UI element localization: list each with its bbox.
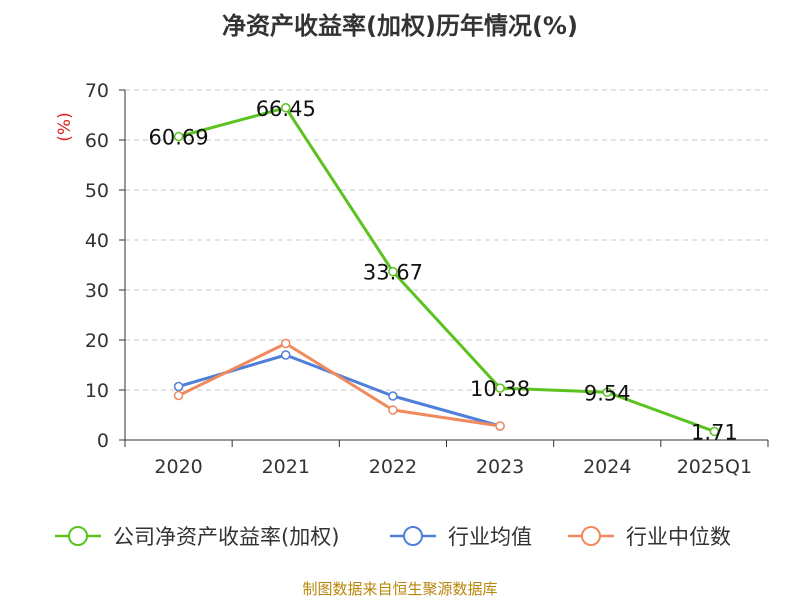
legend-label: 公司净资产收益率(加权) bbox=[113, 525, 339, 549]
data-point bbox=[388, 266, 398, 277]
data-label: 66.45 bbox=[256, 97, 316, 121]
tick-labels: 0 10 20 30 40 50 60 70 2020 2021 2022 2023 2024 2025Q… bbox=[85, 80, 752, 478]
source-footer: 制图数据来自恒生聚源数据库 bbox=[302, 580, 498, 598]
y-tick-label: 50 bbox=[85, 180, 109, 202]
data-label: 1.71 bbox=[691, 420, 738, 444]
data-point bbox=[281, 103, 291, 113]
data-point bbox=[495, 383, 505, 393]
data-point bbox=[495, 421, 505, 431]
data-label: 33.67 bbox=[363, 261, 423, 285]
data-point bbox=[388, 391, 398, 401]
legend-marker bbox=[581, 526, 601, 546]
x-tick-label: 2025Q1 bbox=[677, 456, 752, 478]
data-point bbox=[173, 390, 184, 401]
y-tick-label: 10 bbox=[85, 380, 109, 402]
data-point bbox=[173, 381, 184, 392]
legend-marker bbox=[403, 526, 423, 546]
data-label: 60.69 bbox=[149, 126, 209, 150]
series-line-0 bbox=[178, 106, 715, 433]
y-tick-label: 0 bbox=[97, 430, 109, 452]
data-point bbox=[388, 405, 398, 415]
y-tick-label: 70 bbox=[85, 80, 109, 102]
y-tick-label: 40 bbox=[85, 230, 109, 252]
legend-marker bbox=[68, 526, 88, 546]
y-axis-label: (%) bbox=[55, 112, 75, 141]
y-tick-label: 20 bbox=[85, 330, 109, 352]
series-lines bbox=[173, 103, 720, 437]
legend: 公司净资产收益率(加权) 行业均值 行业中位数 bbox=[55, 525, 731, 549]
x-tick-label: 2021 bbox=[262, 456, 310, 478]
x-tick-label: 2022 bbox=[369, 456, 417, 478]
data-label: 9.54 bbox=[584, 381, 631, 405]
x-tick-label: 2023 bbox=[476, 456, 524, 478]
data-label: 10.38 bbox=[470, 377, 530, 401]
series-line-2 bbox=[177, 342, 501, 428]
legend-label: 行业中位数 bbox=[626, 525, 731, 549]
y-tick-label: 60 bbox=[85, 130, 109, 152]
chart-title: 净资产收益率(加权)历年情况(%) bbox=[222, 12, 578, 40]
axes bbox=[119, 89, 769, 447]
data-point bbox=[173, 131, 184, 142]
legend-label: 行业均值 bbox=[448, 525, 532, 549]
data-point bbox=[602, 387, 612, 398]
data-point bbox=[281, 350, 291, 360]
grid-lines bbox=[125, 89, 768, 391]
x-tick-label: 2024 bbox=[583, 456, 631, 478]
data-labels: 60.69 66.45 33.67 10.38 9.54 1.71 bbox=[149, 97, 738, 445]
data-point bbox=[709, 426, 720, 437]
y-tick-label: 30 bbox=[85, 280, 109, 302]
x-tick-label: 2020 bbox=[154, 456, 202, 478]
data-point bbox=[281, 338, 291, 349]
